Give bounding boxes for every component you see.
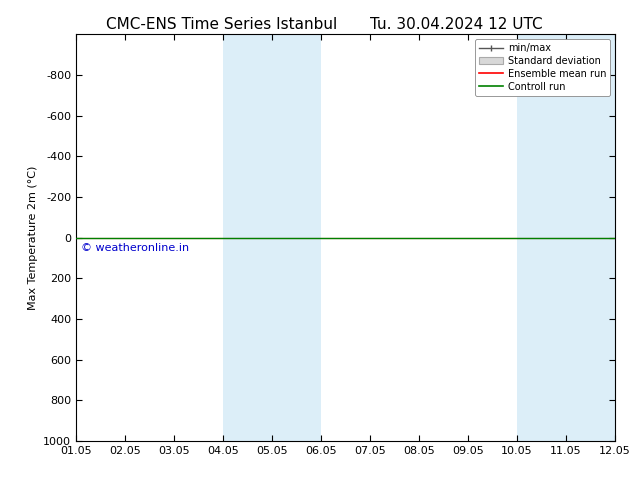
Legend: min/max, Standard deviation, Ensemble mean run, Controll run: min/max, Standard deviation, Ensemble me… [475, 39, 610, 96]
Y-axis label: Max Temperature 2m (°C): Max Temperature 2m (°C) [28, 166, 37, 310]
Title: CMC-ENS Time Series Istanbul    Tu. 30.04.2024 12 UTC: CMC-ENS Time Series Istanbul Tu. 30.04.2… [0, 489, 1, 490]
Text: © weatheronline.in: © weatheronline.in [81, 243, 190, 253]
Bar [223, 34, 321, 441]
Text: Tu. 30.04.2024 12 UTC: Tu. 30.04.2024 12 UTC [370, 17, 543, 32]
Text: CMC-ENS Time Series Istanbul: CMC-ENS Time Series Istanbul [107, 17, 337, 32]
Bar [517, 34, 615, 441]
